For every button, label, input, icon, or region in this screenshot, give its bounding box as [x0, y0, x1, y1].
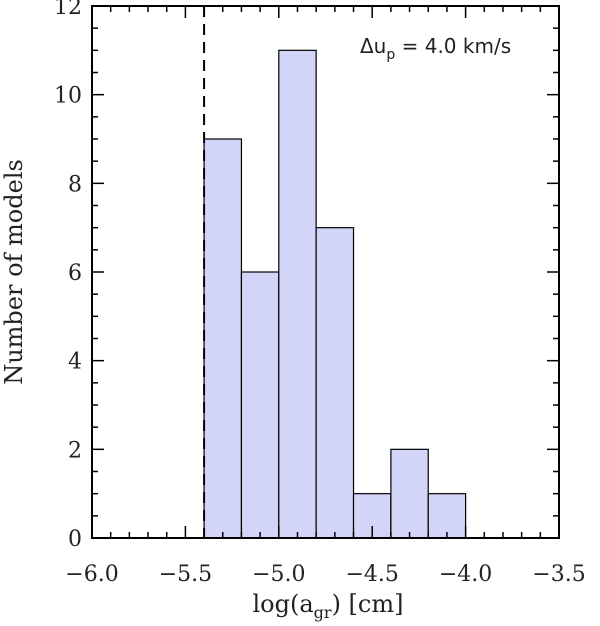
y-tick-label-2: 4	[68, 350, 82, 375]
histogram-bar-6	[427, 493, 467, 539]
y-tick-labels: 0 2 4 6 8 10 12	[54, 0, 82, 552]
xlabel-subscript: gr	[314, 603, 332, 622]
y-tick-label-4: 8	[68, 172, 82, 197]
xlabel-tail: ) [cm]	[332, 590, 404, 618]
x-tick-label-3: −4.5	[345, 562, 398, 587]
x-tick-label-2: −5.0	[252, 562, 305, 587]
x-tick-labels: −6.0 −5.5 −5.0 −4.5 −4.0 −3.5	[65, 562, 585, 587]
x-axis-title: log(agr) [cm]	[253, 590, 404, 622]
x-tick-label-1: −5.5	[159, 562, 212, 587]
y-tick-label-6: 12	[54, 0, 82, 20]
histogram-bars	[203, 49, 467, 539]
xlabel-base: log(a	[253, 590, 314, 618]
x-tick-label-0: −6.0	[65, 562, 118, 587]
y-axis-title: Number of models	[0, 159, 28, 385]
annotation-value: = 4.0 km/s	[395, 34, 511, 58]
histogram-bar-0	[203, 138, 243, 539]
histogram-bar-2	[278, 49, 317, 539]
annotation-subscript: p	[386, 47, 395, 63]
x-tick-label-4: −4.0	[439, 562, 492, 587]
y-tick-label-5: 10	[54, 84, 82, 109]
y-tick-label-3: 6	[68, 261, 82, 286]
histogram-bar-1	[240, 271, 280, 539]
y-tick-label-0: 0	[68, 527, 82, 552]
histogram-bar-5	[390, 448, 429, 539]
delta-up-annotation: Δup = 4.0 km/s	[360, 34, 511, 63]
axis-ticks	[91, 5, 560, 539]
annotation-delta: Δu	[360, 34, 386, 58]
y-tick-label-1: 2	[68, 438, 82, 463]
histogram-bar-3	[315, 227, 355, 539]
x-tick-label-5: −3.5	[532, 562, 585, 587]
